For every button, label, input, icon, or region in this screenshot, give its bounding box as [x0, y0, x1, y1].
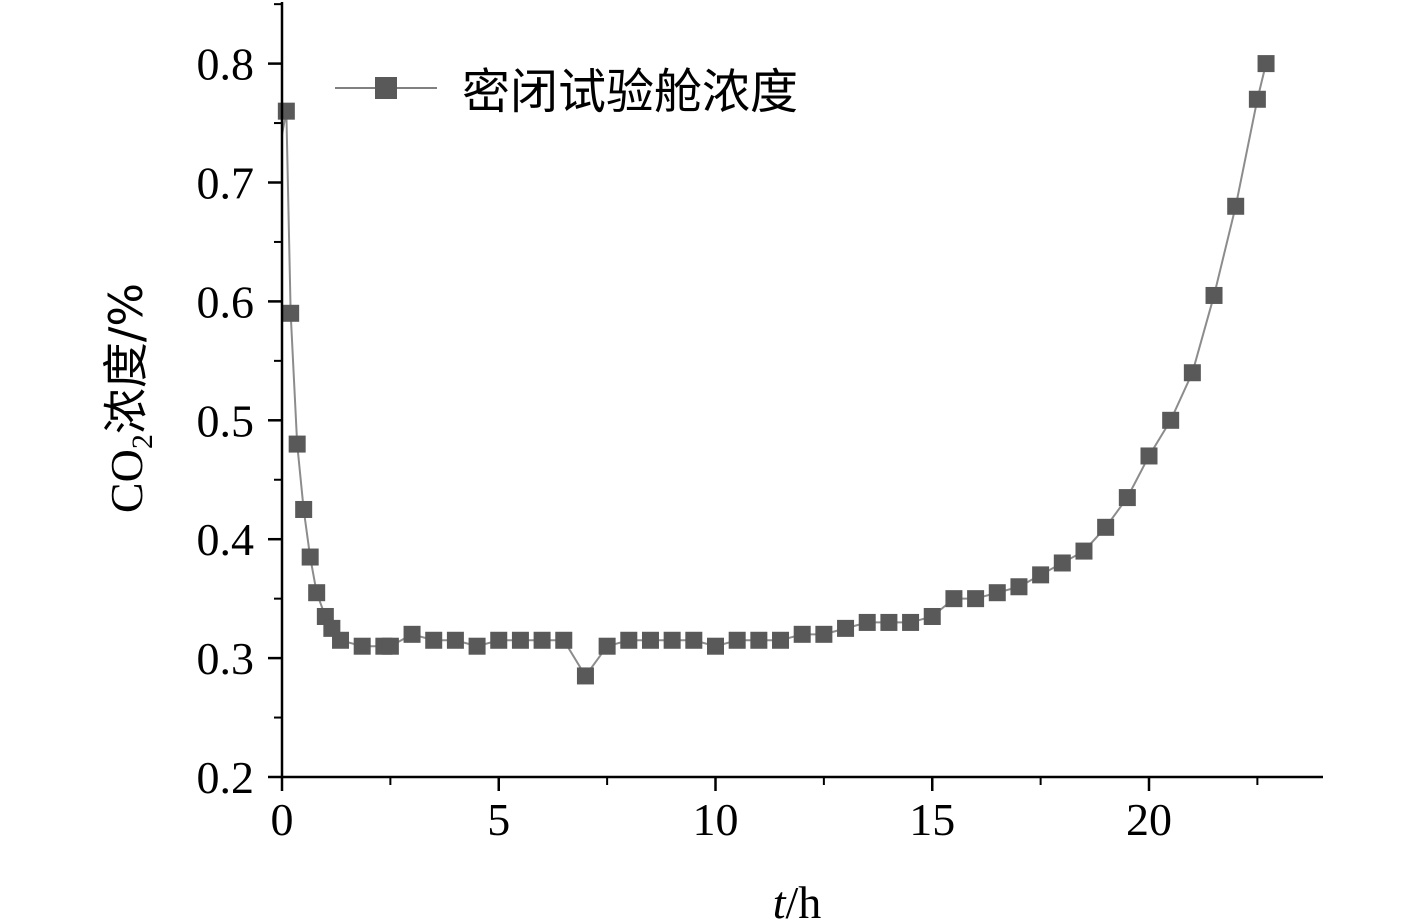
y-tick-label: 0.2 [197, 752, 255, 803]
data-point [1257, 55, 1275, 73]
x-tick-label: 15 [909, 794, 955, 845]
data-point [750, 631, 768, 649]
data-point [1010, 578, 1028, 596]
data-point [425, 631, 443, 649]
series-layer [277, 55, 1275, 685]
data-point [1205, 286, 1223, 304]
data-point [1075, 542, 1093, 560]
data-point [837, 619, 855, 637]
data-point [707, 637, 724, 655]
data-point [685, 631, 703, 649]
data-point [620, 631, 638, 649]
data-point [555, 631, 573, 649]
data-point [967, 590, 985, 608]
data-point [301, 548, 319, 566]
data-point [490, 631, 508, 649]
x-axis-title-unit: /h [786, 877, 822, 922]
data-point [880, 613, 898, 631]
data-point [663, 631, 681, 649]
data-point [1032, 566, 1050, 584]
data-point [728, 631, 746, 649]
data-point [1162, 411, 1180, 429]
data-point [815, 625, 833, 643]
y-tick-label: 0.7 [197, 158, 255, 209]
y-tick-label: 0.8 [197, 39, 255, 90]
data-point [353, 637, 371, 655]
data-point [576, 667, 594, 685]
legend: 密闭试验舱浓度 [335, 64, 798, 120]
data-point [772, 631, 790, 649]
data-point [288, 435, 306, 453]
data-point [945, 590, 963, 608]
y-tick-label: 0.4 [197, 514, 255, 565]
data-point [858, 613, 876, 631]
data-point [1118, 489, 1136, 507]
data-point [468, 637, 486, 655]
data-point [923, 607, 941, 625]
x-tick-label: 5 [487, 794, 510, 845]
data-point [277, 102, 295, 120]
data-point [1227, 197, 1245, 215]
data-point [988, 584, 1006, 602]
legend-marker [375, 77, 397, 99]
x-tick-label: 20 [1126, 794, 1172, 845]
y-tick-label: 0.5 [197, 395, 255, 446]
data-point [1183, 364, 1201, 382]
data-point [282, 304, 300, 322]
data-point [533, 631, 551, 649]
data-point [295, 500, 313, 518]
data-point [403, 625, 421, 643]
data-point [1097, 518, 1115, 536]
data-point [1248, 90, 1266, 108]
series-line [281, 63, 1268, 678]
data-point [332, 631, 350, 649]
data-point [381, 637, 399, 655]
x-axis-title-var: t [773, 877, 787, 922]
y-axis-title: CO2浓度/% [99, 283, 159, 513]
legend-label: 密闭试验舱浓度 [462, 64, 798, 120]
y-tick-label: 0.3 [197, 633, 255, 684]
data-point [446, 631, 464, 649]
y-axis-title-post: 浓度/% [99, 283, 153, 434]
x-axis-title: t/h [773, 877, 822, 922]
data-point [511, 631, 529, 649]
data-point [1140, 447, 1158, 465]
axes-layer: 0.2 0.3 0.4 0.5 0.6 0.7 0.8 0 5 10 15 20 [197, 2, 1323, 845]
data-point [902, 613, 920, 631]
data-point [641, 631, 659, 649]
y-tick-label: 0.6 [197, 276, 255, 327]
y-axis-title-pre: CO [101, 449, 152, 513]
y-axis-title-sub: 2 [126, 434, 159, 449]
data-point [598, 637, 616, 655]
data-point [1053, 554, 1071, 572]
x-tick-label: 0 [271, 794, 294, 845]
x-tick-label: 10 [693, 794, 739, 845]
data-point [793, 625, 811, 643]
data-point [308, 584, 326, 602]
